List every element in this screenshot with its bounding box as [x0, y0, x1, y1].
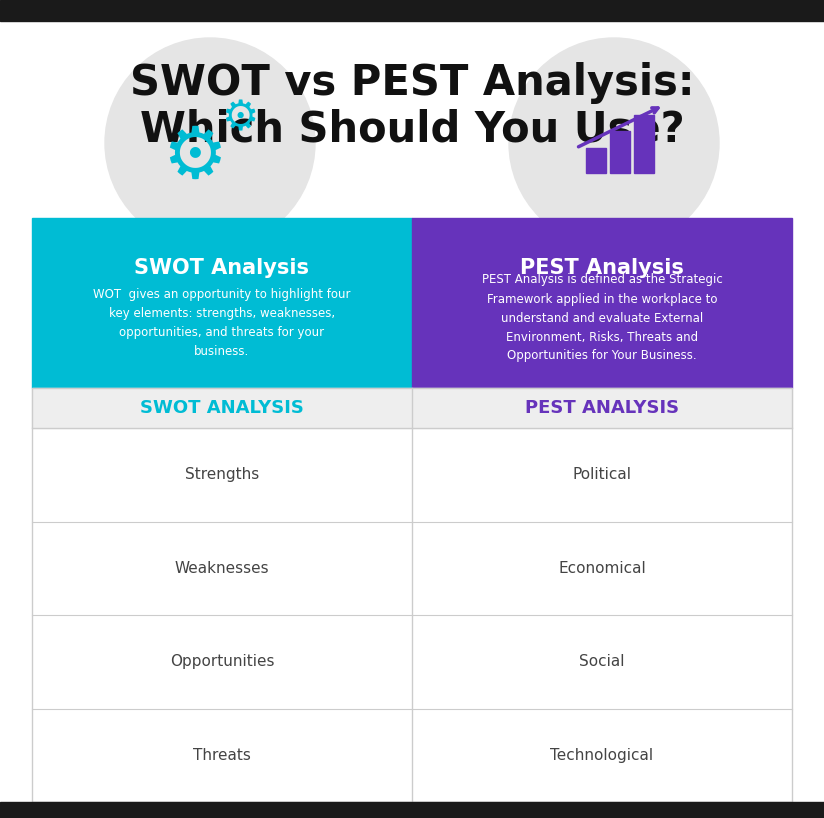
Text: Social: Social — [579, 654, 625, 669]
Text: Which Should You Use?: Which Should You Use? — [139, 109, 685, 151]
Text: PEST ANALYSIS: PEST ANALYSIS — [525, 399, 679, 417]
Bar — [610, 131, 630, 173]
Text: SWOT Analysis: SWOT Analysis — [134, 258, 310, 278]
Bar — [32, 388, 792, 802]
Circle shape — [105, 38, 315, 248]
Bar — [32, 218, 412, 388]
Text: ⚙: ⚙ — [162, 124, 227, 192]
Text: Threats: Threats — [193, 748, 251, 762]
Bar — [412, 218, 792, 388]
Bar — [0, 802, 824, 818]
Text: PEST Analysis: PEST Analysis — [520, 258, 684, 278]
Bar — [32, 388, 792, 802]
Text: SWOT vs PEST Analysis:: SWOT vs PEST Analysis: — [129, 62, 695, 104]
Text: WOT  gives an opportunity to highlight four
key elements: strengths, weaknesses,: WOT gives an opportunity to highlight fo… — [93, 288, 351, 358]
Circle shape — [509, 38, 719, 248]
Text: Political: Political — [573, 467, 631, 483]
Text: Economical: Economical — [558, 561, 646, 576]
Bar — [634, 115, 654, 173]
Text: PEST Analysis is defined as the Strategic
Framework applied in the workplace to
: PEST Analysis is defined as the Strategi… — [481, 273, 723, 362]
Text: ⚙: ⚙ — [222, 97, 259, 139]
Text: SWOT ANALYSIS: SWOT ANALYSIS — [140, 399, 304, 417]
Text: Technological: Technological — [550, 748, 653, 762]
Bar — [586, 148, 606, 173]
Text: Strengths: Strengths — [185, 467, 259, 483]
Text: Opportunities: Opportunities — [170, 654, 274, 669]
Bar — [0, 0, 824, 21]
Bar — [32, 388, 792, 428]
Text: Weaknesses: Weaknesses — [175, 561, 269, 576]
